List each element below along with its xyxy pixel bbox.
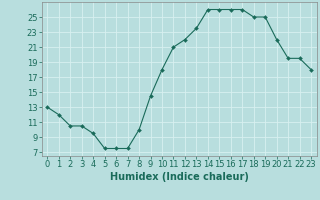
X-axis label: Humidex (Indice chaleur): Humidex (Indice chaleur) [110,172,249,182]
